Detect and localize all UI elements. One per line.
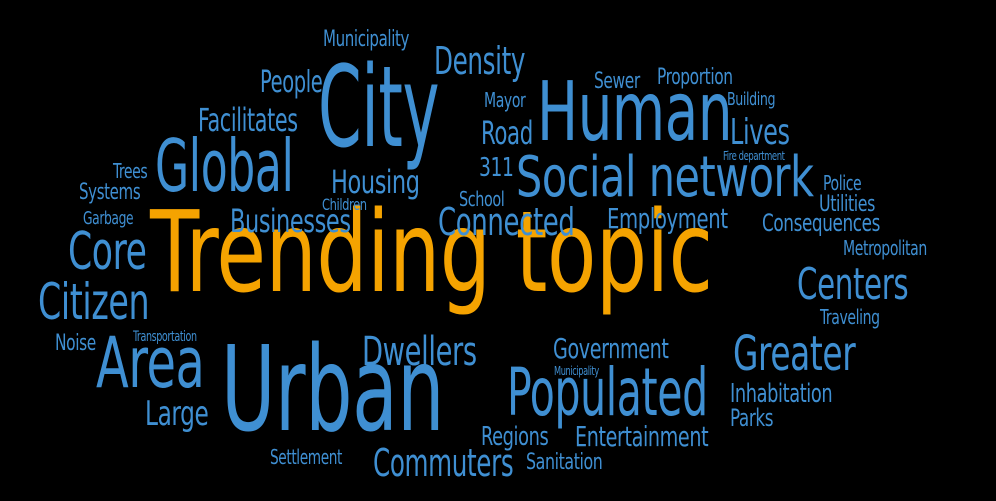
- word-area: Area: [96, 322, 205, 404]
- word-government: Government: [553, 332, 669, 365]
- word-parks: Parks: [730, 404, 774, 432]
- word-systems: Systems: [79, 180, 141, 205]
- word-social-network: Social network: [516, 145, 814, 210]
- word-populated: Populated: [507, 354, 708, 431]
- word-trees: Trees: [113, 159, 148, 183]
- word-density: Density: [434, 39, 526, 83]
- word-facilitates: Facilitates: [198, 101, 298, 139]
- word-urban: Urban: [221, 320, 445, 458]
- word-employment: Employment: [607, 202, 728, 235]
- word-human: Human: [537, 65, 733, 160]
- word-sanitation: Sanitation: [526, 450, 603, 475]
- word-traveling: Traveling: [820, 305, 880, 329]
- word-sewer: Sewer: [594, 69, 640, 94]
- word-connected: Connected: [438, 200, 575, 244]
- word-businesses: Businesses: [230, 202, 351, 240]
- word-people: People: [260, 65, 323, 100]
- word-greater: Greater: [733, 326, 856, 382]
- word-311: 311: [479, 153, 514, 183]
- word-large: Large: [145, 394, 209, 434]
- word-inhabitation: Inhabitation: [730, 379, 833, 409]
- word-transportation: Transportation: [133, 329, 197, 345]
- word-garbage: Garbage: [83, 208, 134, 229]
- word-noise: Noise: [55, 331, 96, 356]
- word-trending-topic: Trending topic: [150, 188, 713, 318]
- word-road: Road: [481, 114, 533, 152]
- word-dwellers: Dwellers: [362, 329, 477, 375]
- word-global: Global: [155, 124, 294, 208]
- word-centers: Centers: [797, 259, 909, 310]
- word-children: Children: [322, 195, 367, 214]
- word-metropolitan: Metropolitan: [843, 236, 927, 260]
- word-regions: Regions: [481, 422, 549, 452]
- word-citizen: Citizen: [38, 273, 150, 331]
- word-commuters: Commuters: [373, 441, 514, 485]
- word-fire-department: Fire department: [723, 149, 785, 163]
- word-core: Core: [68, 222, 147, 282]
- word-settlement: Settlement: [270, 445, 343, 469]
- word-municipality-top: Municipality: [323, 27, 410, 52]
- word-building: Building: [727, 89, 776, 110]
- word-school: School: [459, 187, 505, 211]
- word-lives: Lives: [730, 112, 790, 153]
- word-consequences: Consequences: [762, 209, 881, 237]
- word-city: City: [318, 43, 440, 173]
- word-proportion: Proportion: [657, 65, 733, 90]
- word-housing: Housing: [331, 163, 420, 201]
- word-municipality-small: Municipality: [554, 364, 599, 378]
- word-entertainment: Entertainment: [575, 420, 709, 453]
- word-police: Police: [823, 171, 862, 195]
- word-utilities: Utilities: [819, 192, 875, 217]
- word-mayor: Mayor: [484, 88, 526, 112]
